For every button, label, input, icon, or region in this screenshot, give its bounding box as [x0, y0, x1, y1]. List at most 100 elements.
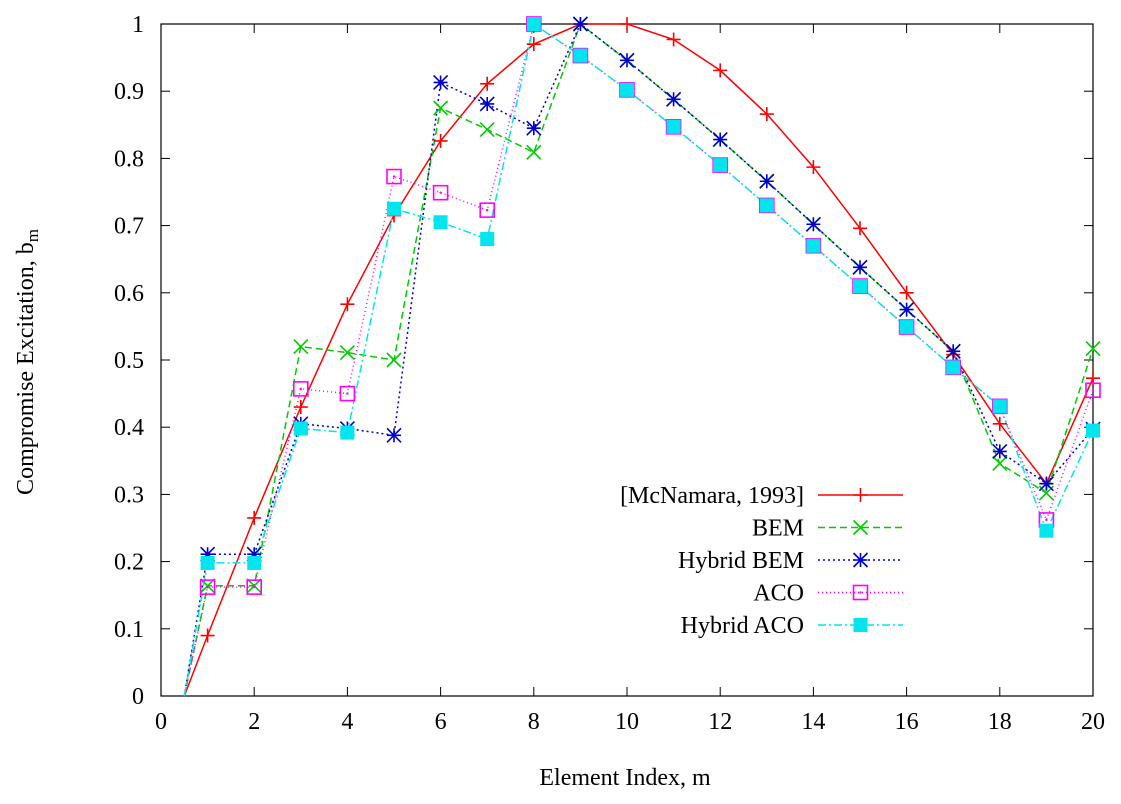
data-point-series-1	[992, 416, 1007, 431]
data-point-series-5	[293, 421, 308, 436]
data-point-series-3	[200, 546, 216, 562]
y-tick-label: 0.6	[114, 281, 144, 307]
y-tick-label: 0.3	[114, 482, 144, 508]
data-point-series-5	[806, 238, 821, 253]
axis-ticks: 0 2 4 6 8 10 12 14 16 18 20 0 0.1 0.2 0.3 0.4 0.5 0.6 0.7 0…	[114, 12, 1105, 735]
data-point-series-5	[1039, 523, 1054, 538]
y-tick-label: 0.2	[114, 550, 144, 576]
data-point-series-4	[246, 579, 262, 595]
data-point-series-1	[340, 297, 355, 312]
y-tick-label: 1	[132, 12, 144, 38]
data-point-series-4	[292, 381, 309, 397]
y-tick-label: 0.9	[114, 79, 144, 105]
data-point-series-5	[387, 201, 401, 216]
data-point-series-5	[200, 555, 215, 570]
data-point-series-1	[247, 510, 262, 525]
data-point-series-4-center	[392, 175, 396, 178]
data-point-series-4-center	[1091, 389, 1095, 392]
data-point-series-3	[899, 302, 915, 318]
data-point-series-4-center	[1045, 518, 1048, 522]
legend-marker	[853, 488, 868, 502]
x-tick-label: 2	[248, 709, 260, 735]
data-point-series-2	[433, 100, 449, 116]
data-point-series-5	[759, 198, 774, 213]
data-point-series-1	[899, 285, 914, 300]
data-point-series-2	[479, 121, 495, 138]
data-point-series-5	[899, 320, 914, 335]
data-point-series-5	[713, 158, 728, 173]
x-tick-label: 20	[1081, 709, 1105, 735]
data-point-series-3	[526, 120, 542, 136]
data-point-series-2	[1085, 341, 1101, 357]
data-point-series-3	[992, 443, 1008, 459]
data-point-series-2	[992, 455, 1008, 472]
data-point-series-4	[339, 385, 356, 402]
legend-label: Hybrid BEM	[678, 548, 804, 574]
data-point-series-1	[480, 76, 495, 91]
x-tick-label: 16	[895, 709, 919, 735]
data-point-series-3	[479, 96, 495, 112]
y-axis-title-main: Compromise Excitation, b	[13, 242, 39, 495]
data-point-series-3	[1038, 476, 1054, 492]
legend-marker-center	[859, 591, 862, 594]
data-point-series-4-center	[253, 585, 256, 589]
data-point-series-3	[619, 52, 635, 68]
data-point-series-4-center	[299, 387, 302, 391]
data-point-series-1	[293, 400, 308, 415]
y-axis-title: Compromise Excitation, bm	[13, 229, 42, 495]
data-point-series-2	[200, 578, 216, 594]
data-point-series-2	[386, 352, 402, 368]
data-point-series-1	[433, 133, 448, 148]
legend-marker	[852, 519, 869, 536]
data-point-series-3	[759, 173, 775, 189]
data-point-series-4	[479, 202, 496, 218]
y-tick-label: 0.7	[114, 214, 144, 240]
data-point-series-1	[200, 628, 215, 643]
data-point-series-4	[199, 579, 216, 595]
data-point-series-4-center	[206, 585, 209, 589]
data-point-series-1	[713, 63, 728, 78]
y-tick-label: 0.5	[114, 348, 144, 374]
x-tick-label: 14	[801, 709, 825, 735]
data-point-series-5	[666, 119, 681, 134]
data-point-series-1	[526, 37, 541, 52]
markers-layer	[199, 16, 1101, 643]
data-point-series-1	[620, 17, 634, 31]
y-axis-title-subscript: m	[23, 229, 42, 242]
data-point-series-3	[433, 74, 449, 91]
y-tick-label: 0.8	[114, 146, 144, 172]
data-point-series-5	[620, 82, 634, 97]
data-point-series-4	[432, 184, 449, 201]
x-tick-label: 6	[435, 709, 447, 735]
legend-label: ACO	[753, 581, 804, 607]
data-point-series-3	[852, 259, 868, 275]
data-point-series-3	[712, 132, 728, 148]
data-point-series-5	[340, 425, 355, 440]
legend-label: BEM	[752, 516, 804, 542]
data-point-series-2	[526, 144, 542, 160]
x-tick-label: 18	[988, 709, 1012, 735]
data-point-series-1	[853, 221, 867, 236]
data-point-series-5	[992, 399, 1007, 414]
data-point-series-1	[666, 32, 681, 47]
data-point-series-5	[480, 232, 495, 247]
legend-label: Hybrid ACO	[681, 613, 804, 639]
data-point-series-5	[433, 215, 448, 230]
data-point-series-3	[386, 427, 402, 443]
x-tick-label: 8	[528, 709, 540, 735]
y-tick-label: 0.4	[114, 415, 144, 441]
data-point-series-5	[526, 17, 541, 31]
data-point-series-3	[805, 216, 821, 232]
x-tick-label: 0	[155, 709, 167, 735]
x-tick-label: 12	[708, 709, 732, 735]
data-point-series-5	[946, 360, 961, 375]
legend: [McNamara, 1993] BEM Hybrid BEM ACO Hybrid A…	[620, 483, 903, 639]
x-axis-title: Element Index, m	[539, 765, 711, 791]
data-point-series-1	[806, 160, 821, 175]
data-point-series-5	[1086, 423, 1100, 438]
data-point-series-1	[759, 107, 774, 122]
data-point-series-4	[386, 168, 402, 185]
data-point-series-4	[1085, 382, 1101, 399]
